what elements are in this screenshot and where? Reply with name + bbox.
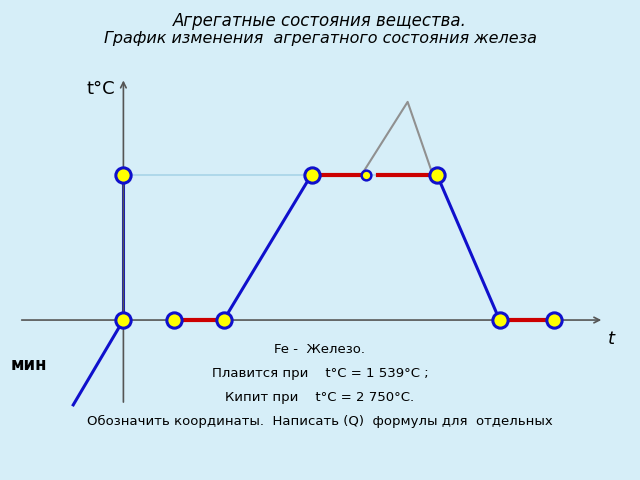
- Text: Обозначить координаты.  Написать (Q)  формулы для  отдельных: Обозначить координаты. Написать (Q) форм…: [87, 415, 553, 428]
- Text: Агрегатные состояния вещества.: Агрегатные состояния вещества.: [173, 12, 467, 30]
- Text: t: t: [608, 330, 615, 348]
- Text: Fe -  Железо.: Fe - Железо.: [275, 343, 365, 356]
- Text: График изменения  агрегатного состояния железа: График изменения агрегатного состояния ж…: [104, 31, 536, 46]
- Text: Кипит при    t°С = 2 750°С.: Кипит при t°С = 2 750°С.: [225, 391, 415, 404]
- Text: мин: мин: [10, 356, 47, 374]
- Text: Плавится при    t°С = 1 539°С ;: Плавится при t°С = 1 539°С ;: [212, 367, 428, 380]
- Text: t°C: t°C: [86, 80, 115, 98]
